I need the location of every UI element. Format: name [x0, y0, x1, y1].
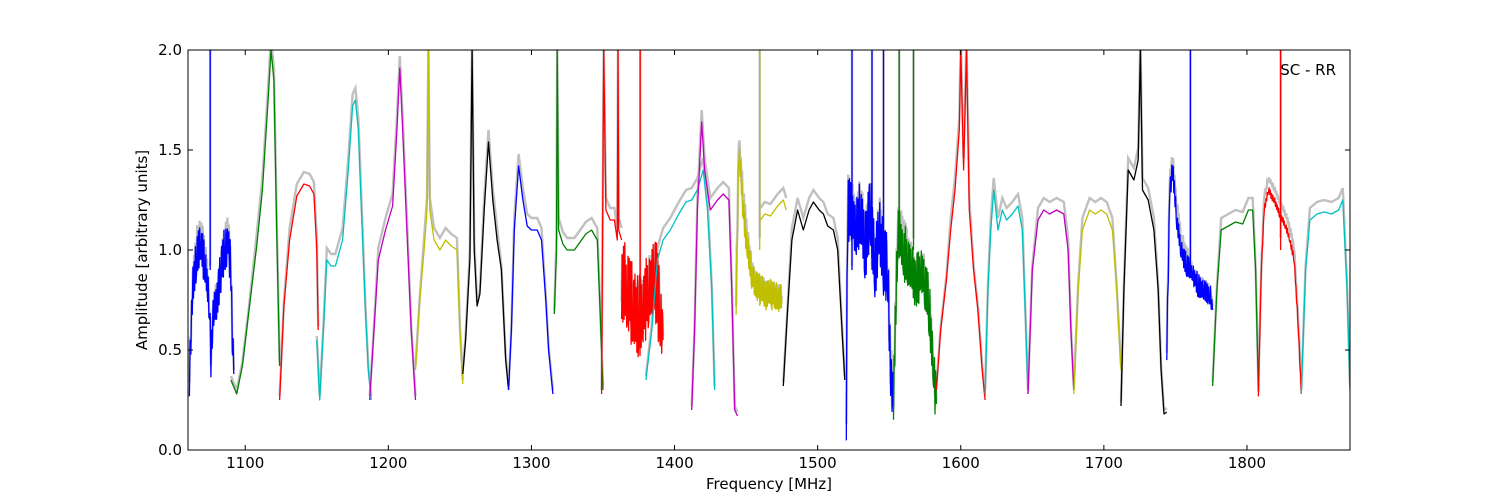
- series-line-0: [188, 227, 235, 397]
- series-line-30: [1120, 50, 1168, 415]
- x-tick-label: 1600: [942, 454, 980, 472]
- reference-trace-6: [414, 50, 464, 381]
- x-axis-ticks: 1100 1200 1300 1400 1500 1600 1700 1800: [226, 50, 1266, 472]
- series-line-14: [691, 121, 739, 417]
- series-line-28: [1027, 209, 1075, 395]
- series-line-6: [414, 50, 464, 385]
- series-line-10: [600, 50, 623, 395]
- series-line-2: [230, 50, 281, 395]
- series-line-4: [316, 99, 372, 401]
- y-tick-label: 2.0: [158, 41, 182, 59]
- x-tick-label: 1800: [1228, 454, 1266, 472]
- series-line-7: [462, 50, 510, 391]
- x-tick-label: 1300: [512, 454, 550, 472]
- series-line-27: [984, 189, 1029, 395]
- series-line-19: [845, 177, 895, 441]
- reference-trace-13: [644, 157, 716, 387]
- y-tick-label: 1.5: [158, 141, 182, 159]
- series-line-31: [1166, 164, 1214, 361]
- series-line-36: [1300, 199, 1350, 395]
- y-axis-label: Amplitude [arbitrary units]: [133, 150, 151, 350]
- series-layer: [188, 50, 1350, 441]
- chart-annotation: SC - RR: [1280, 61, 1336, 79]
- series-line-9: [553, 50, 604, 391]
- series-line-17: [759, 199, 787, 221]
- series-line-3: [278, 183, 319, 401]
- series-line-26: [935, 50, 986, 401]
- x-tick-label: 1700: [1085, 454, 1123, 472]
- y-tick-label: 0.5: [158, 341, 182, 359]
- x-tick-label: 1200: [369, 454, 407, 472]
- y-axis-ticks: 0.0 0.5 1.0 1.5 2.0: [158, 41, 1350, 459]
- reference-trace-17: [759, 185, 788, 209]
- series-line-18: [782, 201, 846, 387]
- y-tick-label: 1.0: [158, 241, 182, 259]
- series-line-33: [1211, 209, 1260, 391]
- series-line-8: [507, 165, 554, 395]
- x-tick-label: 1400: [655, 454, 693, 472]
- series-line-29: [1073, 209, 1122, 395]
- reference-trace-9: [553, 50, 605, 387]
- y-tick-label: 0.0: [158, 441, 182, 459]
- series-line-23: [892, 209, 938, 420]
- reference-trace-18: [782, 187, 846, 383]
- series-line-13: [645, 169, 716, 391]
- x-tick-label: 1500: [799, 454, 837, 472]
- series-line-5: [369, 67, 417, 401]
- x-axis-label: Frequency [MHz]: [706, 475, 832, 493]
- series-line-11: [620, 241, 664, 358]
- x-tick-label: 1100: [226, 454, 264, 472]
- series-line-15: [735, 147, 783, 315]
